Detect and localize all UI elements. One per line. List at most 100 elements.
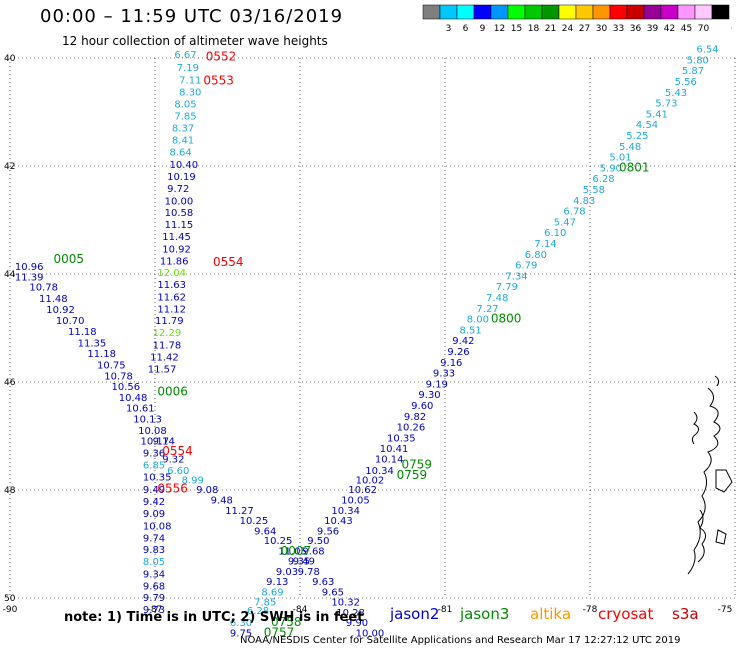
wave-height-value: 10.05 [341,496,370,507]
wave-height-value: 6.28 [247,606,269,617]
wave-height-value: 10.48 [119,393,148,404]
wave-height-value: 10.40 [170,160,199,171]
wave-height-value: 6.54 [696,45,718,56]
wave-height-value: 7.34 [505,271,527,282]
footer-note: note: 1) Time is in UTC; 2) SWH is in fe… [64,610,364,625]
wave-height-value: 10.35 [387,433,416,444]
wave-height-value: 5.80 [687,55,709,66]
lon-tick-label: -90 [3,605,18,615]
wave-height-value: 10.78 [29,283,58,294]
wave-height-value: 11.15 [165,220,194,231]
pass-time-label: 0554 [213,255,244,269]
pass-time-label: 0800 [491,312,522,326]
wave-height-value: 9.26 [447,347,469,358]
wave-height-value: 9.35 [288,557,310,568]
wave-height-value: 6.78 [563,207,585,218]
colorbar-tick-label: 42 [664,24,675,34]
wave-height-value: 5.87 [682,66,704,77]
wave-height-value: 12.29 [153,328,182,339]
wave-height-value: 10.75 [97,361,126,372]
wave-height-value: 10.02 [356,476,385,487]
graticule [9,57,736,599]
wave-height-value: 10.13 [133,415,162,426]
wave-height-value: 10.35 [143,472,172,483]
pass-time-label: 0757 [264,625,295,639]
colorbar-tick-label: 6 [463,24,469,34]
colorbar-tick-label: 15 [511,24,522,34]
colorbar-tick-label: 30 [596,24,608,34]
wave-height-value: 7.11 [179,75,201,86]
wave-height-value: 9.36 [143,449,165,460]
pass-time-label: 0759 [402,457,433,471]
wave-height-value: 9.64 [254,526,276,537]
coastline [687,375,733,575]
map-title: 00:00 – 11:59 UTC 03/16/2019 [40,6,344,27]
wave-height-value: 9.13 [266,577,288,588]
wave-height-value: 8.51 [460,325,482,336]
wave-height-value: 10.92 [46,305,75,316]
wave-height-value: 10.25 [240,516,269,527]
axis-labels: 40 42 44 46 48 50-90 -87 -84 -81 -78 -75 [3,54,733,615]
wave-height-value: 9.48 [211,496,233,507]
wave-height-value: 10.70 [56,316,85,327]
wave-height-value: 9.49 [143,485,165,496]
pass-time-label: 0007 [281,544,312,558]
wave-height-value: 7.85 [174,112,196,123]
wave-height-value: 11.79 [155,316,184,327]
wave-height-value: 6.79 [515,261,537,272]
wave-height-value: 11.78 [153,341,182,352]
wave-height-value: 5.58 [583,185,605,196]
wave-height-value: 10.92 [162,244,191,255]
wave-height-value: 10.32 [331,598,360,609]
wave-height-value: 5.43 [665,88,687,99]
wave-height-value: 7.19 [177,63,199,74]
wave-height-value: 6.85 [143,460,165,471]
pass-time-label: 0801 [619,160,650,174]
wave-height-value: 11.35 [78,338,107,349]
wave-height-value: 9.33 [433,369,455,380]
altimeter-observations: 6.677.197.118.308.057.858.378.418.6410.4… [15,45,719,640]
lon-tick-label: -84 [293,605,308,615]
wave-height-value: 9.63 [312,577,334,588]
colorbar-tick-label: 39 [647,24,659,34]
wave-height-value: 10.00 [356,628,385,639]
wave-height-value: 5.90 [600,163,622,174]
lon-tick-label: -81 [438,605,453,615]
wave-height-value: 8.30 [179,87,201,98]
wave-height-value: 11.57 [148,364,177,375]
wave-height-value: 5.41 [646,109,668,120]
wave-height-value: 7.85 [254,598,276,609]
wave-height-value: 9.90 [346,618,368,629]
wave-height-value: 11.42 [150,352,179,363]
wave-height-value: 8.00 [467,315,489,326]
legend-s3a: s3a [672,605,699,623]
lon-tick-label: -75 [718,605,733,615]
wave-height-value: 11.27 [225,506,254,517]
wave-height-value: 4.54 [636,120,658,131]
wave-height-value: 10.96 [15,262,44,273]
pass-time-label: 0758 [271,615,302,629]
legend-jason3: jason3 [460,605,510,623]
pass-time-label: 0554 [162,444,193,458]
wave-height-value: 9.72 [167,184,189,195]
wave-height-value: 9.19 [426,379,448,390]
wave-height-value: 9.42 [452,336,474,347]
wave-height-value: 8.37 [172,123,194,134]
colorbar-tick-label: 70 [698,24,710,34]
wave-height-value: 10.78 [104,371,133,382]
wave-height-value: 7.79 [496,282,518,293]
wave-height-value: 9.49 [293,557,315,568]
colorbar-tick-label: 24 [562,24,574,34]
wave-height-value: 11.48 [39,294,68,305]
colorbar-tick-label: 21 [545,24,556,34]
pass-time-label: 0556 [157,482,188,496]
colorbar-unit: (ft) [731,24,732,34]
wave-height-value: 10.14 [375,454,404,465]
wave-height-value: 9.42 [143,497,165,508]
wave-height-value: 10.08 [143,521,172,532]
wave-height-value: 10.43 [324,516,353,527]
wave-height-value: 9.56 [317,526,339,537]
pass-time-label: 0552 [206,50,237,64]
